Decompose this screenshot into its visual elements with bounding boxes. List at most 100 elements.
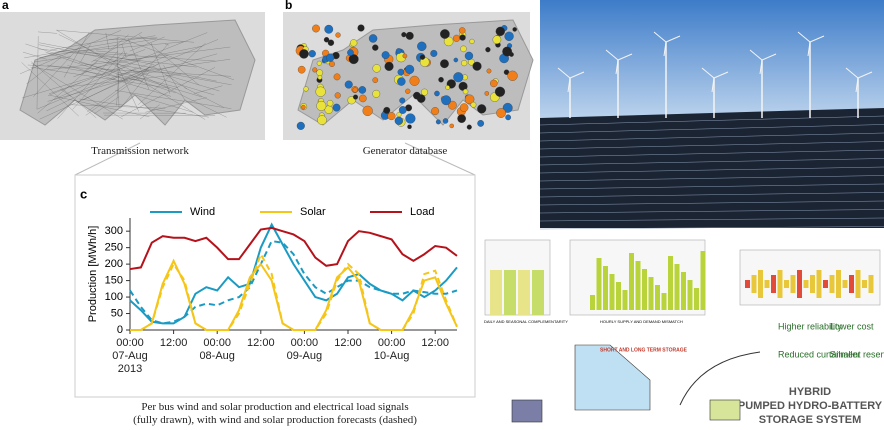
generator-dot [449, 123, 454, 129]
generator-dot [372, 64, 381, 73]
land [19, 19, 256, 126]
diagram-bar [771, 275, 776, 293]
generator-dot [507, 70, 518, 81]
generator-dot [477, 120, 485, 127]
x-tick-label: 12:00 [421, 337, 449, 349]
transmission-line [25, 43, 176, 93]
generator-dot [372, 77, 379, 83]
x-tick-label: 00:00 08-Aug [199, 337, 235, 362]
generator-dot [398, 106, 407, 114]
generator-dot [372, 89, 381, 98]
generator-dot [316, 69, 323, 77]
generator-dot [299, 49, 309, 59]
transmission-line [81, 34, 129, 75]
diagram-bar [849, 275, 854, 293]
generator-dot [368, 34, 378, 43]
generator-dot [453, 57, 459, 63]
generator-dot [312, 67, 318, 73]
generator-dot [397, 68, 405, 76]
x-tick-label: 12:00 [334, 337, 362, 349]
transmission-line [70, 74, 182, 87]
transmission-line [27, 64, 232, 77]
turbine-blades [845, 67, 873, 93]
transmission-line [56, 29, 194, 43]
generator-dot [464, 94, 475, 105]
y-tick-label: 100 [105, 291, 123, 303]
transmission-line [184, 87, 224, 108]
solar-panels [540, 108, 884, 228]
panel-row [539, 209, 884, 214]
transmission-line [116, 59, 231, 75]
caption: Generator database [362, 145, 448, 157]
transmission-line [150, 42, 171, 94]
transmission-line [47, 64, 143, 82]
generator-dot [395, 48, 402, 54]
panel-row [539, 115, 884, 126]
transmission-line [45, 51, 128, 81]
transmission-line [67, 65, 171, 97]
generator-dot [347, 49, 354, 56]
transmission-line [31, 61, 97, 119]
generator-dot [384, 61, 394, 71]
transmission-line [93, 60, 232, 86]
generator-dot [296, 121, 305, 130]
generator-dot [453, 34, 461, 42]
diagram-bar [797, 270, 802, 298]
generator-dot [401, 32, 407, 38]
transmission-line [138, 42, 206, 105]
generator-dot [505, 114, 511, 121]
generator-dot [324, 24, 334, 34]
generator-dot [512, 27, 517, 32]
diagram-bar [518, 270, 530, 315]
panel-letter: c [80, 186, 87, 201]
generator-dot [469, 38, 475, 44]
generator-dot [502, 46, 513, 57]
transmission-line [120, 67, 216, 118]
diagram-bar [784, 280, 789, 288]
transmission-line [19, 30, 121, 75]
transmission-line [87, 65, 152, 112]
y-tick-label: 50 [111, 307, 123, 319]
transmission-line [108, 37, 158, 41]
transmission-line [46, 46, 231, 71]
diagram-bar [629, 253, 634, 310]
benefit: Higher reliability [778, 321, 843, 331]
generator-dot [435, 119, 441, 125]
generator-dot [441, 95, 452, 106]
benefit: Reduced curtailment [778, 349, 861, 359]
diagram-bar [868, 275, 874, 293]
diagram-bar [635, 261, 641, 310]
x-tick-label: 00:00 10-Aug [373, 337, 410, 362]
generator-dot [394, 116, 403, 125]
generator-dot [405, 64, 415, 74]
transmission-line [193, 85, 223, 94]
panel-row [539, 226, 884, 230]
generator-dot [317, 75, 323, 80]
generator-dot [419, 54, 426, 60]
diagram-bar [590, 295, 595, 310]
caption: Per bus wind and solar production and el… [141, 401, 409, 413]
transmission-line [57, 50, 119, 119]
diagram-bar [616, 282, 621, 310]
generator-dot [350, 39, 358, 47]
diagram-bar [532, 270, 544, 315]
x-tick-label: 12:00 [159, 337, 188, 349]
generator-dot [421, 88, 428, 96]
generator-dot [317, 115, 327, 125]
turbine-blades [749, 49, 777, 75]
generator-dot [327, 39, 335, 46]
panel-row [539, 192, 884, 198]
diagram-bar [661, 293, 667, 310]
generator-dot [459, 34, 466, 41]
transmission-line [78, 41, 184, 52]
generator-dot [329, 61, 335, 67]
transmission-line [120, 39, 219, 80]
transmission-line [94, 96, 120, 114]
panel-row [539, 132, 884, 142]
transmission-line [116, 69, 120, 106]
diagram-bar [668, 256, 673, 310]
transmission-line [105, 32, 110, 51]
transmission-line [135, 77, 202, 98]
diagram-bar [687, 280, 693, 310]
